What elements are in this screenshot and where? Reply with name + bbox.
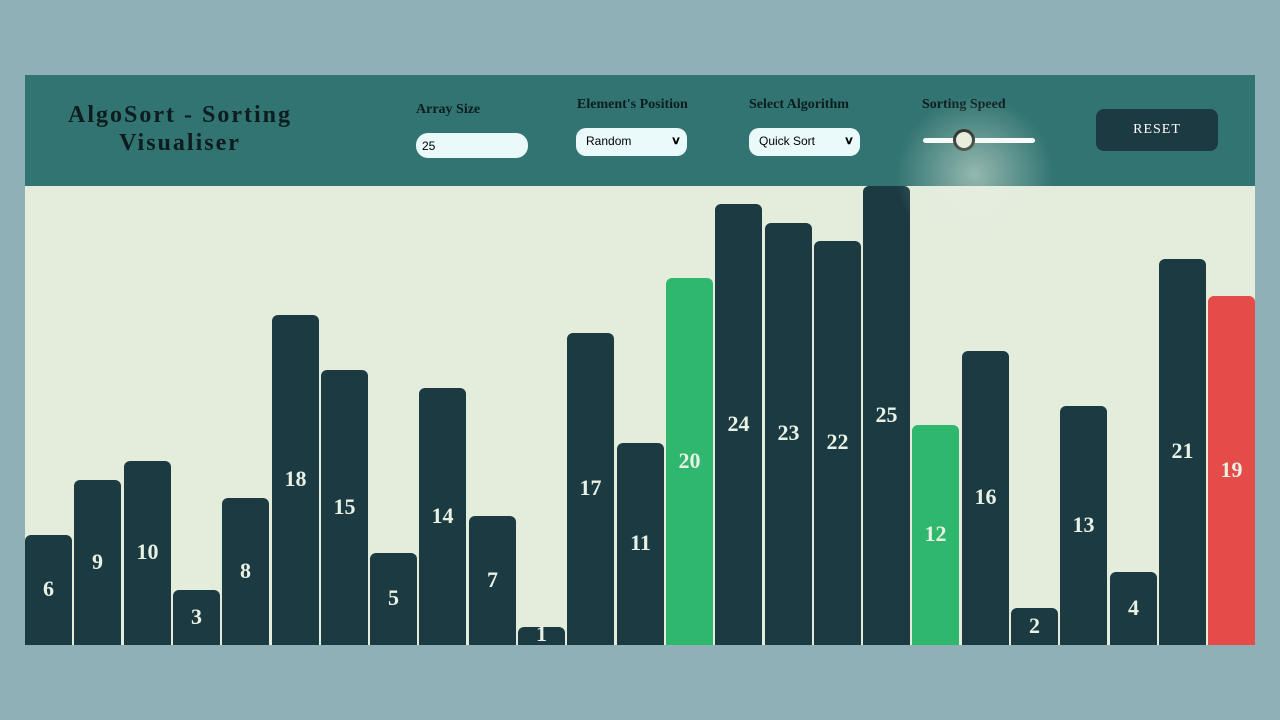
bar-value-label: 5 [388, 585, 399, 610]
bar-value-label: 25 [875, 401, 898, 427]
bar-value-label: 15 [333, 493, 356, 519]
element-position-value: Random [586, 134, 632, 148]
array-bar: 12 [912, 425, 959, 645]
chevron-down-icon: ∨ [670, 135, 682, 147]
bar-value-label: 21 [1171, 438, 1194, 463]
bar-value-label: 8 [240, 557, 251, 583]
bar-value-label: 22 [826, 429, 849, 454]
bar-value-label: 13 [1072, 511, 1095, 537]
bar-value-label: 11 [630, 530, 651, 555]
array-size-label: Array Size [416, 102, 481, 117]
bar-value-label: 17 [579, 475, 602, 500]
speed-slider-thumb[interactable] [953, 129, 975, 151]
array-bar: 8 [222, 498, 269, 645]
array-bar: 22 [814, 241, 861, 645]
control-header: AlgoSort - Sorting Visualiser Array Size… [25, 75, 1255, 186]
array-bar: 20 [666, 278, 713, 645]
bar-value-label: 1 [536, 621, 547, 645]
bars-stage: 6 9 10 3 8 18 15 5 14 7 1 17 11 20 24 23 22 25 12 16 2 13 4 21 1… [25, 186, 1255, 645]
array-bar: 9 [74, 480, 121, 645]
array-bar: 11 [617, 443, 664, 645]
array-bar: 14 [419, 388, 466, 645]
array-bar: 2 [1011, 608, 1058, 645]
array-bar: 18 [272, 315, 319, 645]
array-bar: 10 [124, 461, 171, 645]
array-bar: 4 [1110, 572, 1157, 645]
app-title: AlgoSort - Sorting Visualiser [68, 102, 292, 156]
algorithm-value: Quick Sort [759, 134, 816, 148]
bar-value-label: 3 [191, 603, 202, 629]
bar-value-label: 10 [136, 539, 159, 564]
array-bar: 15 [321, 370, 368, 645]
array-bar: 3 [173, 590, 220, 645]
array-bar: 21 [1159, 259, 1206, 645]
bar-value-label: 14 [431, 502, 454, 528]
array-bar: 16 [962, 351, 1009, 645]
bar-value-label: 24 [727, 410, 750, 436]
array-bar: 6 [25, 535, 72, 645]
array-bar: 1 [518, 621, 565, 645]
chevron-down-icon: ∨ [843, 135, 855, 147]
speed-label: Sorting Speed [922, 97, 1006, 112]
array-bar: 7 [469, 516, 516, 645]
element-position-label: Element's Position [577, 97, 688, 112]
bar-value-label: 12 [924, 521, 947, 546]
bar-value-label: 20 [678, 447, 701, 473]
array-size-input[interactable] [416, 133, 528, 158]
array-bar: 5 [370, 553, 417, 645]
speed-slider-track[interactable] [923, 138, 1035, 143]
array-bar: 13 [1060, 406, 1107, 645]
bar-value-label: 18 [284, 466, 307, 491]
bar-value-label: 4 [1128, 594, 1139, 620]
element-position-select[interactable]: Random ∨ [576, 128, 687, 156]
array-bar: 17 [567, 333, 614, 645]
app-window: AlgoSort - Sorting Visualiser Array Size… [25, 75, 1255, 645]
bar-value-label: 7 [487, 566, 498, 592]
array-bar: 24 [715, 204, 762, 645]
array-bar: 23 [765, 223, 812, 645]
bar-value-label: 16 [974, 484, 997, 509]
bar-value-label: 23 [777, 420, 800, 445]
array-bar: 19 [1208, 296, 1255, 645]
bar-value-label: 6 [43, 576, 54, 601]
bar-value-label: 9 [92, 548, 103, 574]
algorithm-label: Select Algorithm [749, 97, 849, 112]
algorithm-select[interactable]: Quick Sort ∨ [749, 128, 860, 156]
bar-value-label: 2 [1029, 612, 1040, 638]
reset-button[interactable]: RESET [1096, 109, 1218, 151]
array-bar: 25 [863, 186, 910, 645]
bar-value-label: 19 [1220, 456, 1243, 482]
